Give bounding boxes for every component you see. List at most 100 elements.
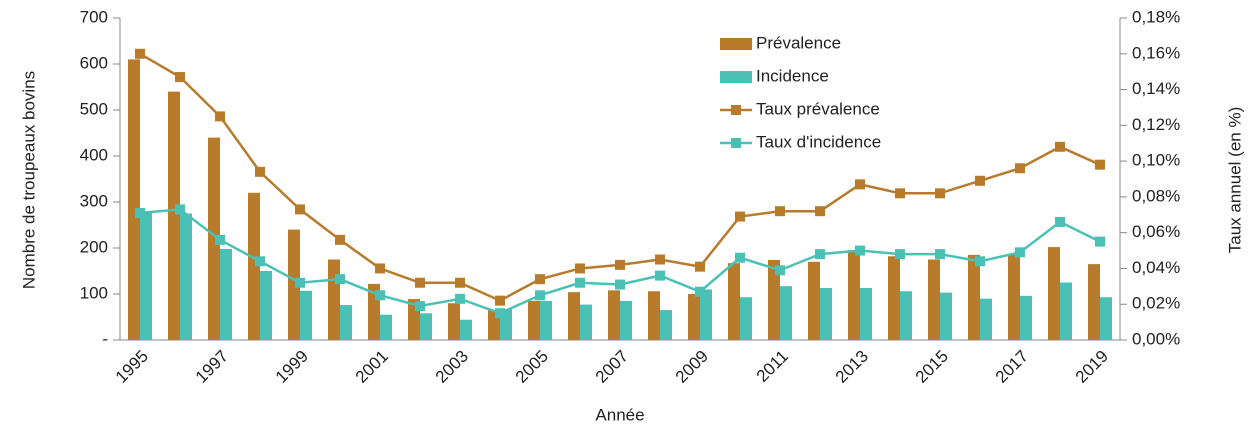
bar	[1020, 295, 1032, 340]
bar	[420, 313, 432, 340]
marker	[135, 207, 145, 218]
bar	[568, 292, 580, 340]
bar	[1060, 282, 1072, 340]
y2-tick-label: 0,14%	[1132, 79, 1180, 98]
y2-axis-title: Taux annuel (en %)	[1225, 107, 1244, 253]
bar	[248, 192, 260, 340]
bar	[540, 300, 552, 340]
bar	[1100, 297, 1112, 340]
y-tick-label: 400	[80, 145, 108, 164]
marker	[775, 265, 785, 276]
y-tick-label: 300	[80, 191, 108, 210]
x-tick-label: 1995	[112, 347, 152, 387]
x-tick-label: 2005	[512, 347, 552, 387]
legend-swatch	[720, 71, 752, 83]
bar	[180, 213, 192, 340]
marker	[375, 263, 385, 274]
bar	[448, 303, 460, 340]
marker	[255, 256, 265, 267]
y2-tick-label: 0,04%	[1132, 258, 1180, 277]
marker	[1055, 141, 1065, 152]
legend-label: Taux d'incidence	[756, 132, 881, 151]
x-axis-title: Année	[595, 405, 644, 424]
x-tick-label: 2019	[1072, 347, 1112, 387]
y2-tick-label: 0,18%	[1132, 7, 1180, 26]
marker	[975, 256, 985, 267]
marker	[975, 175, 985, 186]
bar	[648, 291, 660, 340]
bar	[580, 304, 592, 340]
y2-tick-label: 0,06%	[1132, 222, 1180, 241]
y-tick-label: -	[102, 329, 108, 348]
bar	[808, 261, 820, 340]
marker	[695, 261, 705, 272]
marker	[1015, 163, 1025, 174]
y-tick-label: 700	[80, 7, 108, 26]
marker	[415, 277, 425, 288]
y-axis-title: Nombre de troupeaux bovins	[19, 71, 38, 289]
marker	[655, 254, 665, 265]
x-tick-label: 1999	[272, 347, 312, 387]
bar	[928, 259, 940, 340]
bar	[820, 288, 832, 340]
legend-swatch	[731, 105, 741, 115]
bar	[900, 291, 912, 340]
bar	[260, 271, 272, 340]
y-tick-label: 500	[80, 99, 108, 118]
marker	[135, 48, 145, 59]
bar	[1048, 247, 1060, 340]
bar	[608, 290, 620, 340]
bar	[300, 290, 312, 340]
x-tick-label: 2007	[592, 347, 632, 387]
bar	[1008, 254, 1020, 340]
legend-label: Taux prévalence	[756, 99, 880, 118]
bar	[620, 300, 632, 340]
marker	[535, 274, 545, 285]
legend-label: Incidence	[756, 66, 829, 85]
marker	[335, 274, 345, 285]
marker	[855, 179, 865, 190]
marker	[615, 279, 625, 290]
marker	[575, 263, 585, 274]
bar	[220, 248, 232, 340]
bar	[940, 292, 952, 340]
y2-tick-label: 0,08%	[1132, 186, 1180, 205]
x-tick-label: 2017	[992, 347, 1032, 387]
legend-swatch	[720, 38, 752, 50]
y-tick-label: 200	[80, 237, 108, 256]
x-tick-label: 2015	[912, 347, 952, 387]
marker	[535, 290, 545, 301]
marker	[655, 270, 665, 281]
marker	[775, 206, 785, 217]
bar	[208, 137, 220, 340]
marker	[455, 293, 465, 304]
marker	[1095, 159, 1105, 170]
y-tick-label: 100	[80, 283, 108, 302]
legend-label: Prévalence	[756, 33, 841, 52]
marker	[295, 204, 305, 215]
bar	[860, 288, 872, 340]
bar	[968, 254, 980, 340]
y2-tick-label: 0,02%	[1132, 294, 1180, 313]
y2-tick-label: 0,16%	[1132, 43, 1180, 62]
marker	[935, 188, 945, 199]
x-tick-label: 2003	[432, 347, 472, 387]
marker	[455, 277, 465, 288]
legend-swatch	[731, 138, 741, 148]
bar	[660, 310, 672, 340]
marker	[295, 277, 305, 288]
marker	[495, 308, 505, 319]
bar	[528, 300, 540, 340]
marker	[855, 245, 865, 256]
marker	[735, 252, 745, 263]
marker	[815, 249, 825, 260]
marker	[175, 204, 185, 215]
y2-tick-label: 0,00%	[1132, 329, 1180, 348]
marker	[1055, 216, 1065, 227]
marker	[495, 295, 505, 306]
marker	[255, 166, 265, 177]
bar	[780, 286, 792, 340]
bar	[728, 263, 740, 340]
marker	[735, 211, 745, 222]
